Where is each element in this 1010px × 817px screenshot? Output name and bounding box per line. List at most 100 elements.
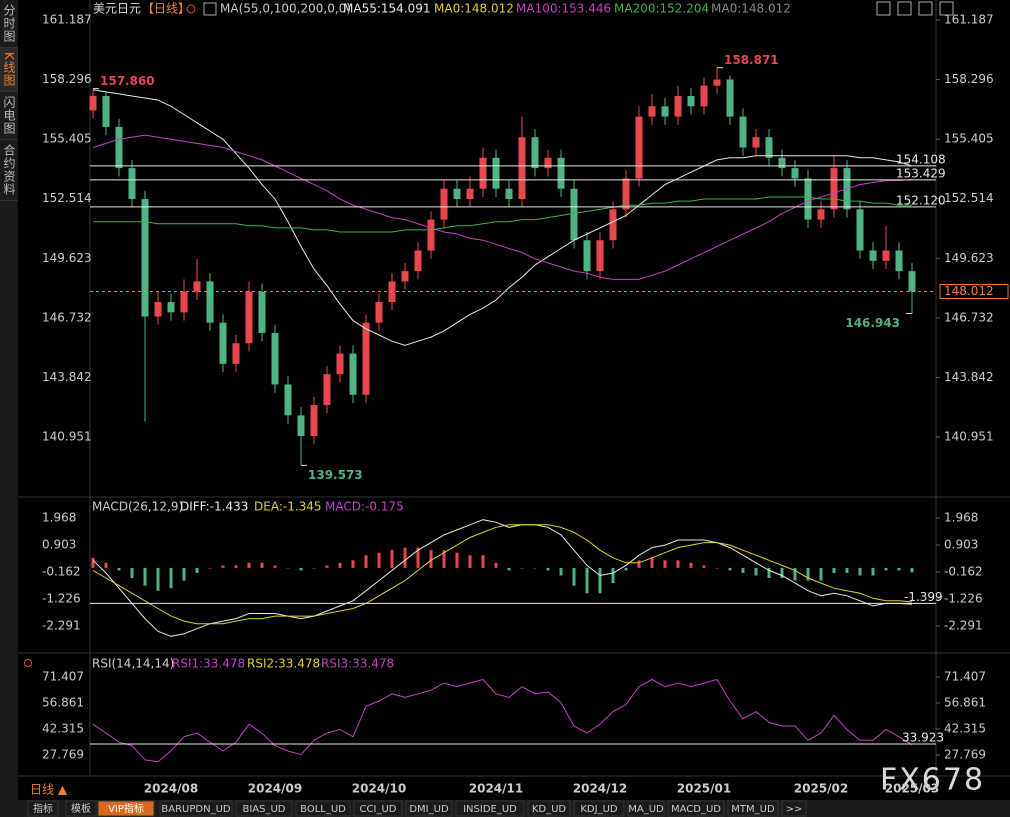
- toolbar-icon[interactable]: [897, 1, 912, 16]
- indicator-tab[interactable]: 指标: [33, 802, 53, 815]
- indicator-tab[interactable]: MTM_UD: [731, 804, 775, 815]
- macd-bar: [806, 567, 810, 581]
- ma-icon[interactable]: [203, 2, 217, 16]
- reference-label: -1.399: [904, 590, 943, 604]
- macd-bar: [91, 557, 95, 568]
- y-tick-label: 158.296: [944, 72, 994, 86]
- macd-bar: [273, 565, 277, 568]
- candle-body: [128, 168, 136, 200]
- indicator-tab[interactable]: CCI_UD: [360, 804, 397, 815]
- candle-body: [661, 106, 669, 117]
- macd-bar: [312, 567, 316, 569]
- candle-body: [414, 250, 422, 272]
- tab-background: [97, 800, 155, 817]
- instrument-title: 美元日元: [93, 2, 141, 16]
- extreme-label: 146.943: [845, 316, 900, 330]
- macd-bar: [169, 567, 173, 589]
- candle-body: [765, 137, 773, 158]
- tab-background: [159, 800, 233, 817]
- candle-body: [635, 116, 643, 179]
- candle-body: [804, 178, 812, 220]
- candle-body: [427, 219, 435, 251]
- macd-bar: [819, 567, 823, 581]
- x-tick-label: 2024/10: [352, 782, 406, 796]
- rsi-line: [92, 678, 913, 763]
- y-tick-label: 140.951: [42, 429, 92, 443]
- legend-entry: MA200:152.204: [614, 2, 709, 16]
- macd-bar: [598, 567, 602, 594]
- macd-bar: [351, 560, 355, 568]
- candle-body: [752, 137, 760, 148]
- candle-body: [245, 291, 253, 344]
- toolbar-icon[interactable]: [876, 1, 891, 16]
- indicator-tab[interactable]: VIP指标: [108, 802, 144, 815]
- add-icon[interactable]: [186, 4, 196, 14]
- sidebar-tab[interactable]: 闪电图: [0, 92, 18, 140]
- y-tick-label: 146.732: [42, 310, 92, 324]
- toolbar-icon[interactable]: [918, 1, 933, 16]
- sidebar-tab[interactable]: K线图: [0, 48, 18, 92]
- tab-background: [65, 800, 97, 817]
- y-tick-label: 161.187: [944, 13, 994, 27]
- candle-body: [375, 302, 383, 323]
- macd-bar: [611, 567, 615, 584]
- x-tick-label: 2024/12: [573, 782, 627, 796]
- period-selector[interactable]: 日线 ▲: [30, 783, 68, 797]
- tab-background: [27, 800, 59, 817]
- indicator-icon[interactable]: [24, 659, 32, 667]
- macd-bar: [884, 567, 888, 571]
- tab-background: [455, 800, 525, 817]
- indicator-tab[interactable]: MA_UD: [628, 804, 664, 815]
- candle-body: [544, 157, 552, 169]
- macd-bar: [585, 567, 589, 594]
- y-tick-label: 1.968: [42, 511, 76, 525]
- indicator-tab[interactable]: KDJ_UD: [580, 804, 618, 815]
- macd-bar: [156, 567, 160, 591]
- candle-body: [154, 302, 162, 317]
- indicator-label: MA(55,0,100,200,0,0): [220, 2, 351, 16]
- indicator-tab[interactable]: BIAS_UD: [242, 804, 285, 815]
- candle-body: [141, 199, 149, 317]
- indicator-tab[interactable]: BOLL_UD: [300, 804, 346, 815]
- macd-bar: [728, 567, 732, 571]
- indicator-tab[interactable]: 模板: [71, 802, 91, 815]
- candle-body: [492, 157, 500, 189]
- indicator-tab[interactable]: MACD_UD: [671, 804, 721, 815]
- indicator-tab[interactable]: DMI_UD: [409, 804, 449, 815]
- macd-bar: [754, 567, 758, 576]
- indicator-tab[interactable]: >>: [786, 804, 803, 815]
- legend-entry: MA55:154.091: [343, 2, 431, 16]
- sidebar-tab[interactable]: 分时图: [0, 0, 18, 48]
- macd-bar: [494, 562, 498, 568]
- x-tick-label: 2025/01: [677, 782, 731, 796]
- macd-bar: [221, 565, 225, 568]
- toolbar-icon[interactable]: [939, 1, 954, 16]
- macd-bar: [546, 567, 550, 571]
- reference-label: 152.120: [896, 193, 946, 207]
- macd-bar: [390, 550, 394, 568]
- y-tick-label: 161.187: [42, 13, 92, 27]
- candle-body: [739, 116, 747, 148]
- tab-background: [573, 800, 625, 817]
- y-tick-label: 27.769: [42, 747, 84, 761]
- indicator-tab[interactable]: KD_UD: [532, 804, 567, 815]
- x-tick-label: 2025/03: [885, 782, 939, 796]
- extreme-label: 158.871: [724, 53, 779, 67]
- sidebar-tab[interactable]: 合约资料: [0, 140, 18, 201]
- candle-body: [466, 188, 474, 200]
- macd-bar: [689, 562, 693, 568]
- macd-bar: [182, 567, 186, 581]
- macd-bar: [117, 567, 121, 571]
- macd-bar: [325, 565, 329, 568]
- tab-background: [627, 800, 665, 817]
- last-price-label: 148.012: [944, 284, 994, 298]
- macd-bar: [910, 567, 914, 573]
- y-tick-label: 155.405: [42, 132, 92, 146]
- y-tick-label: -2.291: [944, 618, 983, 632]
- indicator-tab[interactable]: BARUPDN_UD: [161, 804, 230, 815]
- y-tick-label: 42.315: [42, 721, 84, 735]
- indicator-tab[interactable]: INSIDE_UD: [463, 804, 517, 815]
- extreme-label: 157.860: [100, 74, 155, 88]
